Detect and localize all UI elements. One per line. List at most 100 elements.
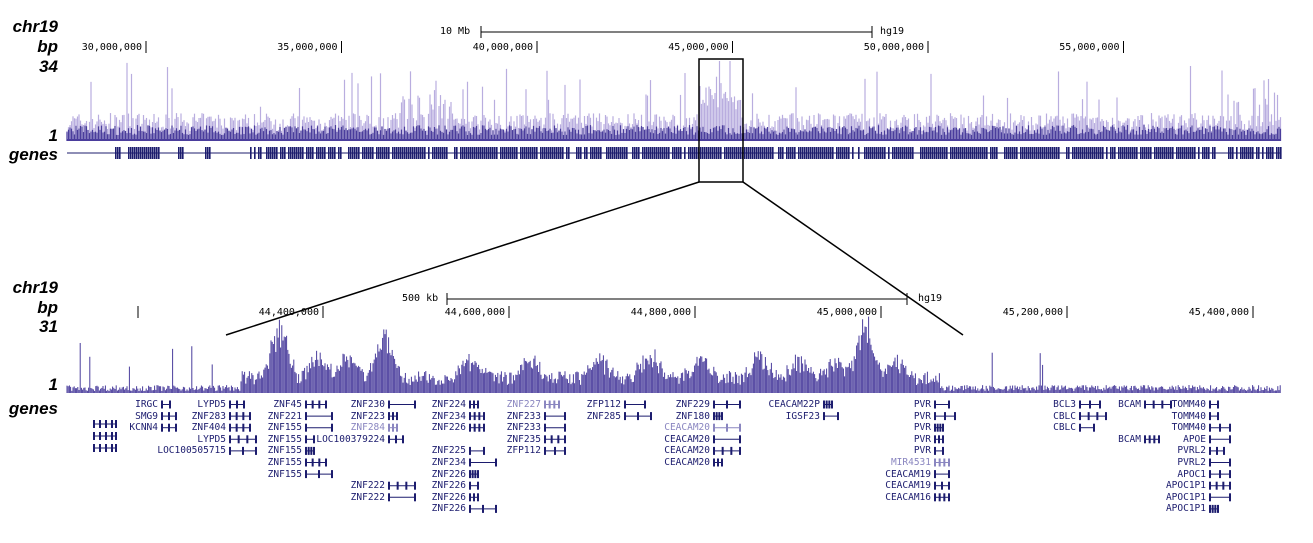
gene-label[interactable]: IGSF23 bbox=[785, 410, 820, 422]
gene-label[interactable]: LYPD5 bbox=[197, 433, 226, 445]
gene-label[interactable]: ZNF404 bbox=[191, 422, 226, 434]
gene-label[interactable]: ZFP112 bbox=[506, 445, 541, 457]
bottom-tick-label: 44,400,000 bbox=[258, 307, 319, 318]
gene-label[interactable]: SMG9 bbox=[135, 410, 158, 422]
gene-label[interactable]: ZNF283 bbox=[191, 410, 226, 422]
top-ymin-label: 1 bbox=[48, 126, 58, 145]
gene-label[interactable]: ZNF226 bbox=[431, 503, 466, 515]
gene-label[interactable]: CEACAM20 bbox=[664, 457, 710, 468]
gene-label[interactable]: TOMM40 bbox=[1171, 399, 1206, 410]
gene-label[interactable]: ZNF223 bbox=[350, 410, 385, 422]
top-ruler bbox=[145, 41, 1124, 53]
gene-label[interactable]: ZNF45 bbox=[273, 399, 302, 410]
bottom-tick-label: 44,800,000 bbox=[630, 307, 691, 318]
gene-label[interactable]: LOC100379224 bbox=[316, 433, 385, 445]
gene-label[interactable]: ZNF230 bbox=[350, 399, 385, 410]
bottom-tick-label: 44,600,000 bbox=[444, 307, 505, 318]
gene-label[interactable]: IRGC bbox=[135, 399, 158, 410]
top-chrom-label: chr19 bbox=[12, 17, 58, 36]
gene-label[interactable]: CBLC bbox=[1053, 422, 1076, 434]
gene-label[interactable]: ZNF227 bbox=[506, 399, 541, 410]
gene-label[interactable]: CEACAM19 bbox=[885, 468, 931, 480]
gene-label[interactable]: ZNF233 bbox=[506, 422, 541, 434]
bottom-genes-label: genes bbox=[8, 399, 58, 418]
gene-label[interactable]: APOC1P1 bbox=[1165, 491, 1206, 503]
gene-label[interactable]: CEACAM22P bbox=[768, 399, 820, 410]
zoom-indicator[interactable] bbox=[225, 58, 964, 336]
bottom-gene-glyphs bbox=[93, 400, 1231, 513]
top-scale-label: 10 Mb bbox=[440, 26, 471, 37]
top-scale-bar bbox=[480, 26, 873, 38]
gene-label[interactable]: ZNF155 bbox=[267, 433, 302, 445]
gene-label[interactable]: KCNN4 bbox=[129, 422, 158, 434]
bottom-assembly-label: hg19 bbox=[918, 293, 943, 304]
bottom-signal-track bbox=[66, 316, 1281, 393]
gene-label[interactable]: ZNF233 bbox=[506, 410, 541, 422]
top-tick-label: 45,000,000 bbox=[668, 42, 729, 53]
gene-label[interactable]: ZNF285 bbox=[586, 410, 621, 422]
gene-label[interactable]: ZNF229 bbox=[675, 399, 710, 410]
bottom-ruler bbox=[137, 306, 1254, 318]
gene-label[interactable]: BCAM bbox=[1118, 399, 1141, 410]
gene-label[interactable]: TOMM40 bbox=[1171, 422, 1206, 434]
gene-label[interactable]: BCAM bbox=[1118, 433, 1141, 445]
gene-label[interactable]: APOC1P1 bbox=[1165, 503, 1206, 515]
gene-label[interactable]: LOC100505715 bbox=[157, 445, 226, 457]
bottom-ymax-label: 31 bbox=[39, 317, 58, 336]
gene-label[interactable]: PVR bbox=[913, 433, 931, 445]
gene-label[interactable]: ZNF226 bbox=[431, 480, 466, 492]
gene-label[interactable]: ZNF235 bbox=[506, 433, 541, 445]
gene-label[interactable]: CEACAM20 bbox=[664, 445, 710, 457]
gene-label[interactable]: ZNF284 bbox=[350, 422, 385, 434]
gene-label[interactable]: CEACAM16 bbox=[885, 491, 931, 503]
gene-label[interactable]: ZNF226 bbox=[431, 422, 466, 434]
top-signal-track bbox=[66, 61, 1282, 141]
gene-label[interactable]: ZNF155 bbox=[267, 422, 302, 434]
gene-label[interactable]: ZNF222 bbox=[350, 480, 385, 492]
gene-label[interactable]: PVR bbox=[913, 422, 931, 434]
gene-label[interactable]: PVR bbox=[913, 399, 931, 410]
gene-label[interactable]: CEACAM19 bbox=[885, 480, 931, 492]
gene-label[interactable]: APOC1P1 bbox=[1165, 480, 1206, 492]
gene-label[interactable]: PVR bbox=[913, 445, 931, 457]
gene-label[interactable]: ZFP112 bbox=[586, 399, 621, 410]
top-tick-label: 50,000,000 bbox=[863, 42, 924, 53]
gene-label[interactable]: TOMM40 bbox=[1171, 410, 1206, 422]
top-tick-label: 30,000,000 bbox=[81, 42, 142, 53]
gene-label[interactable]: PVRL2 bbox=[1177, 445, 1206, 457]
gene-label[interactable]: ZNF155 bbox=[267, 445, 302, 457]
gene-label[interactable]: ZNF234 bbox=[431, 457, 466, 468]
gene-label[interactable]: PVR bbox=[913, 410, 931, 422]
top-tick-label: 35,000,000 bbox=[277, 42, 338, 53]
gene-label[interactable]: ZNF222 bbox=[350, 491, 385, 503]
gene-label[interactable]: ZNF180 bbox=[675, 410, 710, 422]
gene-label[interactable]: APOC1 bbox=[1177, 468, 1206, 480]
gene-label[interactable]: LYPD5 bbox=[197, 399, 226, 410]
gene-label[interactable]: ZNF155 bbox=[267, 468, 302, 480]
gene-label[interactable]: CBLC bbox=[1053, 410, 1076, 422]
bottom-scale-label: 500 kb bbox=[402, 293, 439, 304]
gene-label[interactable]: ZNF226 bbox=[431, 491, 466, 503]
gene-label[interactable]: BCL3 bbox=[1053, 399, 1076, 410]
gene-label[interactable]: APOE bbox=[1183, 433, 1206, 445]
gene-label[interactable]: MIR4531 bbox=[890, 457, 931, 468]
top-genes-label: genes bbox=[8, 145, 58, 164]
bottom-scale-bar bbox=[446, 293, 908, 305]
gene-label[interactable]: ZNF155 bbox=[267, 457, 302, 468]
gene-label[interactable]: ZNF221 bbox=[267, 410, 302, 422]
gene-label[interactable]: PVRL2 bbox=[1177, 457, 1206, 468]
gene-label[interactable]: ZNF234 bbox=[431, 410, 466, 422]
gene-label[interactable]: ZNF226 bbox=[431, 468, 466, 480]
top-tick-label: 55,000,000 bbox=[1059, 42, 1120, 53]
gene-label[interactable]: ZNF224 bbox=[431, 399, 466, 410]
bottom-tick-label: 45,200,000 bbox=[1002, 307, 1063, 318]
top-bp-label: bp bbox=[37, 37, 58, 56]
gene-label[interactable]: ZNF225 bbox=[431, 445, 466, 457]
gene-label[interactable]: CEACAM20 bbox=[664, 422, 710, 434]
gene-label[interactable]: CEACAM20 bbox=[664, 433, 710, 445]
bottom-tick-label: 45,000,000 bbox=[816, 307, 877, 318]
top-ymax-label: 34 bbox=[39, 57, 58, 76]
bottom-ymin-label: 1 bbox=[48, 375, 58, 394]
top-gene-track bbox=[67, 147, 1282, 159]
top-assembly-label: hg19 bbox=[880, 26, 905, 37]
